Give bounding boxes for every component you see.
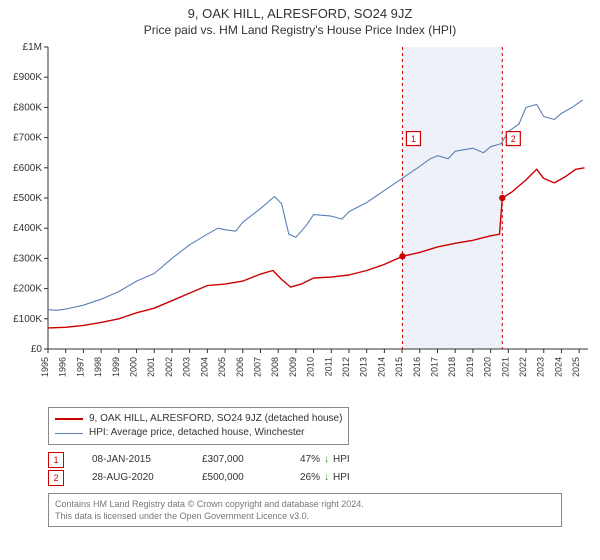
attribution-footer: Contains HM Land Registry data © Crown c… xyxy=(48,493,562,527)
svg-text:£700K: £700K xyxy=(13,133,42,144)
svg-text:2004: 2004 xyxy=(199,357,209,377)
sale-diff: 26%↓HPI xyxy=(300,469,350,487)
arrow-down-icon: ↓ xyxy=(324,469,329,487)
svg-text:2021: 2021 xyxy=(500,357,510,377)
svg-text:2008: 2008 xyxy=(270,357,280,377)
svg-text:£1M: £1M xyxy=(23,42,42,53)
sale-marker: 1 xyxy=(48,452,64,468)
svg-text:2000: 2000 xyxy=(129,357,139,377)
svg-text:2005: 2005 xyxy=(217,357,227,377)
svg-text:2018: 2018 xyxy=(447,357,457,377)
sales-table: 1 08-JAN-2015 £307,000 47%↓HPI 2 28-AUG-2020 £… xyxy=(48,451,592,487)
svg-text:2014: 2014 xyxy=(376,357,386,377)
svg-text:1997: 1997 xyxy=(75,357,85,377)
legend-swatch xyxy=(55,418,83,420)
sale-row: 1 08-JAN-2015 £307,000 47%↓HPI xyxy=(48,451,592,469)
svg-text:1998: 1998 xyxy=(93,357,103,377)
svg-text:2: 2 xyxy=(511,134,516,144)
legend-swatch xyxy=(55,433,83,434)
svg-text:2007: 2007 xyxy=(252,357,262,377)
sale-row: 2 28-AUG-2020 £500,000 26%↓HPI xyxy=(48,469,592,487)
sale-diff-pct: 47% xyxy=(300,451,320,469)
svg-text:1: 1 xyxy=(411,134,416,144)
sale-price: £500,000 xyxy=(202,469,272,487)
footer-line-1: Contains HM Land Registry data © Crown c… xyxy=(55,498,555,510)
svg-text:2012: 2012 xyxy=(341,357,351,377)
svg-text:2020: 2020 xyxy=(483,357,493,377)
svg-text:2016: 2016 xyxy=(412,357,422,377)
sale-diff: 47%↓HPI xyxy=(300,451,350,469)
svg-text:1999: 1999 xyxy=(111,357,121,377)
arrow-down-icon: ↓ xyxy=(324,451,329,469)
page-subtitle: Price paid vs. HM Land Registry's House … xyxy=(8,23,592,37)
page-title: 9, OAK HILL, ALRESFORD, SO24 9JZ xyxy=(8,6,592,21)
svg-text:2024: 2024 xyxy=(553,357,563,377)
svg-text:2002: 2002 xyxy=(164,357,174,377)
svg-text:2025: 2025 xyxy=(571,357,581,377)
svg-text:1995: 1995 xyxy=(40,357,50,377)
svg-text:2013: 2013 xyxy=(359,357,369,377)
svg-text:£300K: £300K xyxy=(13,253,42,264)
svg-text:£0: £0 xyxy=(31,344,43,355)
sale-date: 28-AUG-2020 xyxy=(92,469,174,487)
legend-item: HPI: Average price, detached house, Winc… xyxy=(55,426,342,440)
svg-text:2019: 2019 xyxy=(465,357,475,377)
chart-svg: £0 £100K £200K £300K £400K £500K £600K £700K £80… xyxy=(8,41,592,401)
svg-text:2009: 2009 xyxy=(288,357,298,377)
svg-text:2022: 2022 xyxy=(518,357,528,377)
svg-text:2001: 2001 xyxy=(146,357,156,377)
svg-text:2010: 2010 xyxy=(306,357,316,377)
svg-text:£400K: £400K xyxy=(13,223,42,234)
sale-diff-suffix: HPI xyxy=(333,451,350,469)
sale-marker: 2 xyxy=(48,470,64,486)
sale-price: £307,000 xyxy=(202,451,272,469)
sale-date: 08-JAN-2015 xyxy=(92,451,174,469)
sale-diff-pct: 26% xyxy=(300,469,320,487)
svg-text:£500K: £500K xyxy=(13,193,42,204)
legend-item: 9, OAK HILL, ALRESFORD, SO24 9JZ (detach… xyxy=(55,412,342,426)
svg-text:£900K: £900K xyxy=(13,72,42,83)
svg-text:2017: 2017 xyxy=(430,357,440,377)
svg-text:£600K: £600K xyxy=(13,163,42,174)
svg-text:1996: 1996 xyxy=(58,357,68,377)
legend-label: HPI: Average price, detached house, Winc… xyxy=(89,426,305,440)
svg-text:£800K: £800K xyxy=(13,102,42,113)
svg-text:2023: 2023 xyxy=(536,357,546,377)
price-chart: £0 £100K £200K £300K £400K £500K £600K £700K £80… xyxy=(8,41,592,401)
footer-line-2: This data is licensed under the Open Gov… xyxy=(55,510,555,522)
svg-text:£100K: £100K xyxy=(13,314,42,325)
chart-legend: 9, OAK HILL, ALRESFORD, SO24 9JZ (detach… xyxy=(48,407,349,445)
svg-text:2015: 2015 xyxy=(394,357,404,377)
legend-label: 9, OAK HILL, ALRESFORD, SO24 9JZ (detach… xyxy=(89,412,342,426)
svg-text:2006: 2006 xyxy=(235,357,245,377)
sale-diff-suffix: HPI xyxy=(333,469,350,487)
svg-text:2011: 2011 xyxy=(323,357,333,376)
svg-text:£200K: £200K xyxy=(13,284,42,295)
svg-text:2003: 2003 xyxy=(182,357,192,377)
